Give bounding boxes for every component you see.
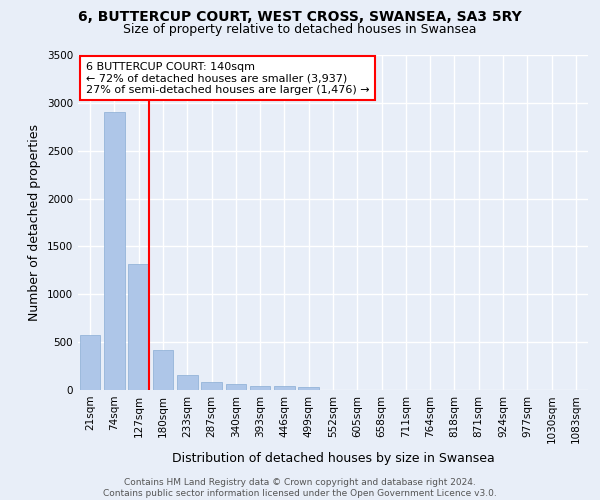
Bar — [128, 264, 149, 390]
Bar — [201, 382, 222, 390]
Text: Contains HM Land Registry data © Crown copyright and database right 2024.
Contai: Contains HM Land Registry data © Crown c… — [103, 478, 497, 498]
Text: Size of property relative to detached houses in Swansea: Size of property relative to detached ho… — [123, 22, 477, 36]
Bar — [274, 386, 295, 390]
Y-axis label: Number of detached properties: Number of detached properties — [28, 124, 41, 321]
Bar — [226, 384, 246, 390]
Bar — [152, 350, 173, 390]
Text: 6, BUTTERCUP COURT, WEST CROSS, SWANSEA, SA3 5RY: 6, BUTTERCUP COURT, WEST CROSS, SWANSEA,… — [78, 10, 522, 24]
Text: 6 BUTTERCUP COURT: 140sqm
← 72% of detached houses are smaller (3,937)
27% of se: 6 BUTTERCUP COURT: 140sqm ← 72% of detac… — [86, 62, 369, 95]
Bar — [80, 336, 100, 390]
Bar — [298, 386, 319, 390]
X-axis label: Distribution of detached houses by size in Swansea: Distribution of detached houses by size … — [172, 452, 494, 465]
Bar — [177, 375, 197, 390]
Bar — [104, 112, 125, 390]
Bar — [250, 386, 271, 390]
